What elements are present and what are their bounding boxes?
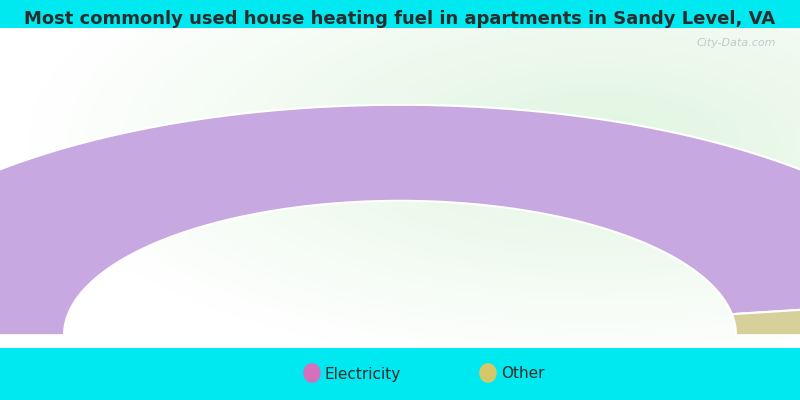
- Ellipse shape: [479, 363, 497, 383]
- Text: City-Data.com: City-Data.com: [697, 38, 776, 48]
- Text: Other: Other: [501, 366, 544, 382]
- Text: Most commonly used house heating fuel in apartments in Sandy Level, VA: Most commonly used house heating fuel in…: [25, 10, 775, 28]
- Polygon shape: [732, 299, 800, 335]
- Text: Electricity: Electricity: [325, 366, 401, 382]
- Ellipse shape: [303, 363, 321, 383]
- Polygon shape: [0, 105, 800, 335]
